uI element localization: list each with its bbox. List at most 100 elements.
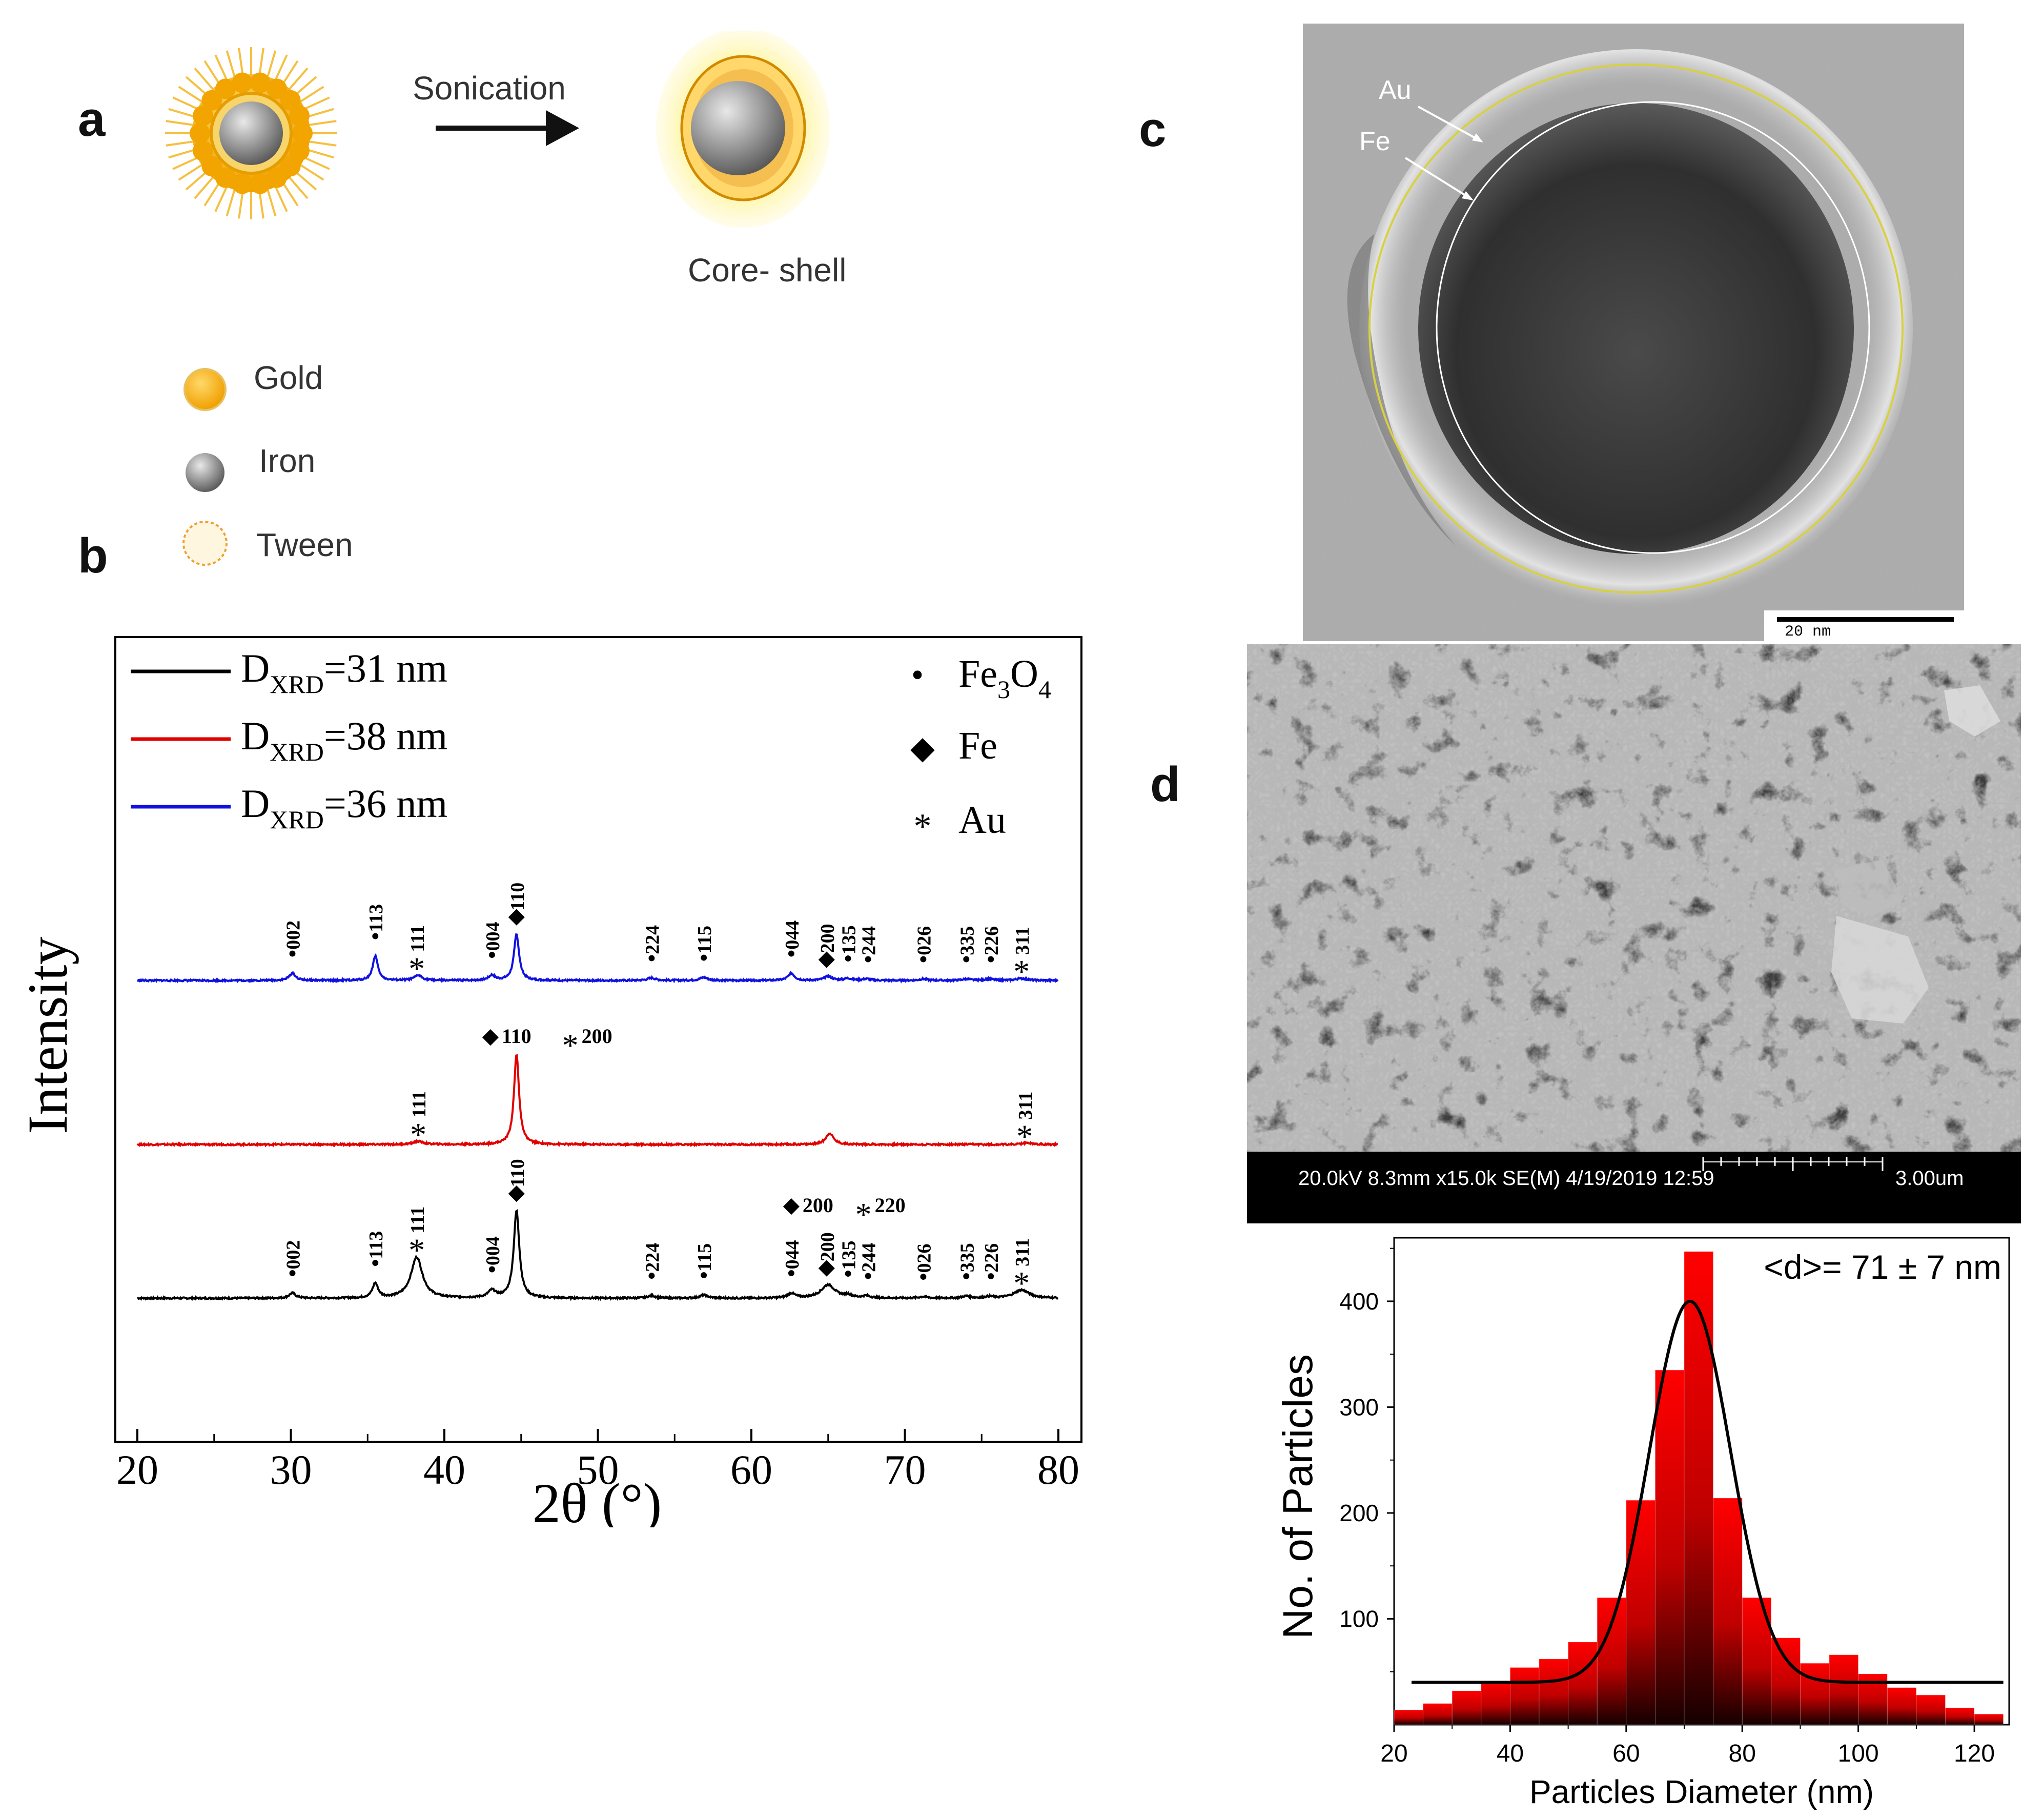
xrd-peak-marker: * bbox=[855, 1196, 872, 1233]
histogram-bar bbox=[1829, 1654, 1859, 1725]
xrd-peak-index: 200 bbox=[817, 1232, 839, 1261]
xrd-peak-index: 335 bbox=[956, 926, 978, 955]
xrd-peak-marker: • bbox=[844, 1259, 853, 1288]
xrd-peak-marker: ◆ bbox=[783, 1194, 800, 1217]
xrd-peak-index: 135 bbox=[839, 1241, 860, 1270]
tem-inner-fe-circle bbox=[1436, 101, 1870, 554]
xrd-peak-index: 026 bbox=[913, 1244, 935, 1273]
xrd-peak-index: 244 bbox=[859, 1243, 880, 1272]
tem-scale-label: 20 nm bbox=[1785, 623, 1831, 641]
xrd-peak-marker: * bbox=[408, 1232, 425, 1269]
xrd-peak-index: 004 bbox=[482, 1236, 504, 1265]
xrd-x-tick-label: 60 bbox=[730, 1446, 772, 1493]
xrd-peak-index: 044 bbox=[782, 921, 803, 950]
xrd-series-line bbox=[137, 1209, 1059, 1301]
panel-label-b: b bbox=[78, 528, 108, 583]
xrd-chart: 20 30 40 50 60 70 80 •002 •113 *111•004◆110•224•… bbox=[16, 636, 1082, 1527]
xrd-x-tick-label: 20 bbox=[116, 1446, 158, 1493]
histogram-bar bbox=[1771, 1638, 1801, 1725]
hist-x-tick-label: 100 bbox=[1838, 1740, 1879, 1767]
xrd-peak-index: 220 bbox=[875, 1194, 906, 1217]
xrd-peak-index: 110 bbox=[507, 1159, 528, 1187]
histogram-bar bbox=[1539, 1659, 1569, 1725]
xrd-peak-marker: • bbox=[864, 1261, 873, 1290]
xrd-peak-index: 200 bbox=[582, 1025, 612, 1048]
xrd-x-axis-label: 2θ (°) bbox=[533, 1472, 662, 1527]
xrd-peak-index: 004 bbox=[482, 922, 504, 951]
xrd-peak-marker: • bbox=[919, 1262, 928, 1291]
tween-shell-icon bbox=[182, 521, 228, 566]
xrd-series-line bbox=[136, 933, 1059, 984]
xrd-peak-index: 335 bbox=[956, 1243, 978, 1272]
xrd-peak-marker: • bbox=[787, 1259, 796, 1287]
panel-label-a: a bbox=[78, 92, 106, 147]
xrd-peak-index: 111 bbox=[408, 1091, 430, 1118]
xrd-peak-marker: * bbox=[1016, 1118, 1033, 1155]
legend-label-38nm: DXRD=38 nm bbox=[241, 713, 447, 766]
hist-x-tick-label: 120 bbox=[1954, 1740, 1995, 1767]
xrd-peak-marker: • bbox=[844, 944, 853, 972]
xrd-peak-marker: • bbox=[962, 1261, 971, 1290]
schematic-diagram bbox=[165, 31, 830, 566]
gaussian-fit-curve bbox=[1412, 1299, 2004, 1684]
core-shell-particle bbox=[656, 31, 830, 228]
histogram-bar bbox=[1945, 1707, 1975, 1725]
hist-x-tick-label: 20 bbox=[1380, 1740, 1407, 1767]
xrd-peak-marker: • bbox=[288, 939, 297, 968]
phase-marker-fe: ◆ bbox=[910, 731, 935, 766]
xrd-y-axis-label: Intensity bbox=[16, 937, 79, 1134]
xrd-peak-index: 115 bbox=[694, 926, 716, 954]
xrd-peak-index: 002 bbox=[282, 1240, 304, 1270]
phase-label-fe3o4: Fe3O4 bbox=[958, 652, 1051, 704]
sonication-label: Sonication bbox=[413, 70, 566, 107]
sem-scale-label: 3.00um bbox=[1895, 1167, 1964, 1190]
tem-fe-label: Fe bbox=[1359, 127, 1391, 156]
xrd-x-tick-label: 30 bbox=[270, 1446, 312, 1493]
histogram-bar bbox=[1597, 1597, 1627, 1725]
iron-particle-icon bbox=[186, 453, 224, 492]
histogram-bar bbox=[1713, 1498, 1743, 1725]
panel-label-c: c bbox=[1139, 102, 1167, 157]
hist-y-tick-label: 200 bbox=[1339, 1500, 1379, 1526]
size-histogram: 20 40 60 80 100 120 100 200 300 400 <d>= 71 ± 7 n… bbox=[1275, 1237, 2010, 1810]
histogram-bar bbox=[1452, 1690, 1482, 1725]
core-shell-label: Core- shell bbox=[688, 252, 847, 289]
xrd-peak-marker: • bbox=[699, 943, 708, 972]
xrd-peak-marker: • bbox=[371, 1249, 380, 1277]
xrd-x-tick-label: 80 bbox=[1037, 1446, 1079, 1493]
xrd-peak-index: 110 bbox=[507, 883, 528, 911]
xrd-peak-marker: ◆ bbox=[819, 947, 835, 970]
hist-y-tick-label: 100 bbox=[1339, 1605, 1379, 1632]
xrd-peak-marker: • bbox=[962, 945, 971, 973]
xrd-peak-index: 044 bbox=[782, 1240, 803, 1270]
histogram-bar bbox=[1916, 1694, 1946, 1725]
xrd-peak-index: 113 bbox=[365, 1231, 387, 1259]
xrd-x-tick-label: 70 bbox=[884, 1446, 926, 1493]
tween-coated-particle bbox=[165, 47, 337, 219]
hist-y-axis-label: No. of Particles bbox=[1275, 1354, 1321, 1639]
xrd-peak-marker: ◆ bbox=[508, 1181, 525, 1204]
xrd-peak-index: 244 bbox=[859, 926, 880, 955]
gold-particle-icon bbox=[183, 368, 227, 411]
xrd-peak-index: 200 bbox=[803, 1194, 833, 1217]
legend-tween-label: Tween bbox=[256, 526, 353, 563]
legend-gold-label: Gold bbox=[254, 359, 323, 396]
histogram-bar bbox=[1800, 1663, 1830, 1725]
xrd-peak-marker: ◆ bbox=[508, 905, 525, 928]
xrd-peak-marker: • bbox=[864, 945, 873, 973]
xrd-x-tick-label: 50 bbox=[577, 1446, 619, 1493]
histogram-bar bbox=[1654, 1369, 1685, 1725]
histogram-bar bbox=[1887, 1687, 1917, 1725]
sem-image: 20.0kV 8.3mm x15.0k SE(M) 4/19/2019 12:5… bbox=[1247, 644, 2021, 1223]
phase-marker-au: * bbox=[914, 807, 932, 846]
xrd-peak-index: 135 bbox=[839, 925, 860, 954]
xrd-peak-index: 311 bbox=[1012, 1238, 1033, 1266]
hist-x-tick-label: 40 bbox=[1497, 1740, 1524, 1767]
histogram-bar bbox=[1684, 1251, 1714, 1725]
phase-marker-fe3o4: • bbox=[911, 656, 924, 695]
xrd-peak-marker: • bbox=[919, 945, 928, 973]
sem-info-text: 20.0kV 8.3mm x15.0k SE(M) 4/19/2019 12:5… bbox=[1298, 1167, 1714, 1190]
xrd-peak-index: 311 bbox=[1015, 1092, 1036, 1120]
histogram-bar bbox=[1509, 1667, 1540, 1725]
histogram-bar bbox=[1394, 1709, 1424, 1725]
